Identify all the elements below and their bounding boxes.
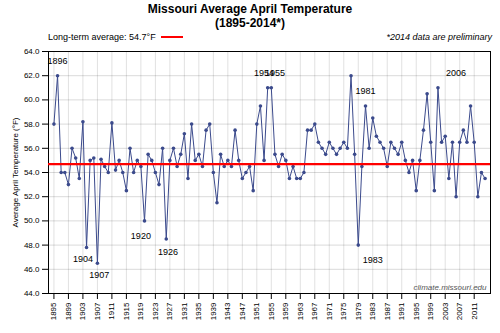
svg-text:2011: 2011	[470, 302, 479, 320]
svg-text:54.0: 54.0	[24, 168, 40, 177]
svg-text:1959: 1959	[281, 302, 290, 320]
svg-text:1979: 1979	[354, 302, 363, 320]
svg-text:48.0: 48.0	[24, 241, 40, 250]
svg-text:50.0: 50.0	[24, 216, 40, 225]
svg-text:1955: 1955	[267, 302, 276, 320]
svg-text:1975: 1975	[339, 302, 348, 320]
svg-text:1919: 1919	[136, 302, 145, 320]
svg-text:58.0: 58.0	[24, 120, 40, 129]
html-text:*2014 data are preliminary: *2014 data are preliminary	[386, 32, 492, 42]
svg-text:1907: 1907	[89, 270, 109, 280]
svg-text:1907: 1907	[93, 302, 102, 320]
svg-text:1999: 1999	[426, 302, 435, 320]
svg-text:1931: 1931	[180, 302, 189, 320]
svg-text:1896: 1896	[48, 56, 68, 66]
svg-text:1991: 1991	[397, 302, 406, 320]
html-text:(1895-2014*): (1895-2014*)	[215, 16, 285, 30]
svg-text:1971: 1971	[325, 302, 334, 320]
svg-text:60.0: 60.0	[24, 95, 40, 104]
svg-text:1903: 1903	[78, 302, 87, 320]
svg-text:1939: 1939	[209, 302, 218, 320]
svg-text:1911: 1911	[107, 302, 116, 320]
svg-text:1915: 1915	[122, 302, 131, 320]
svg-text:1935: 1935	[194, 302, 203, 320]
html-text:Missouri Average April Tempera: Missouri Average April Temperature	[147, 2, 353, 16]
svg-text:1895: 1895	[49, 302, 58, 320]
svg-text:1899: 1899	[64, 302, 73, 320]
svg-text:1927: 1927	[165, 302, 174, 320]
svg-text:climate.missouri.edu: climate.missouri.edu	[414, 283, 487, 292]
svg-text:1981: 1981	[355, 86, 375, 96]
svg-text:1923: 1923	[151, 302, 160, 320]
svg-text:2007: 2007	[455, 302, 464, 320]
svg-text:1963: 1963	[296, 302, 305, 320]
svg-text:64.0: 64.0	[24, 47, 40, 56]
svg-text:1987: 1987	[383, 302, 392, 320]
svg-text:2003: 2003	[441, 302, 450, 320]
svg-text:44.0: 44.0	[24, 289, 40, 298]
svg-text:1904: 1904	[73, 254, 93, 264]
svg-text:46.0: 46.0	[24, 265, 40, 274]
svg-text:1947: 1947	[238, 302, 247, 320]
svg-text:1920: 1920	[131, 231, 151, 241]
svg-text:1983: 1983	[363, 255, 383, 265]
html-text:Long-term average: 54.7°F: Long-term average: 54.7°F	[48, 32, 156, 42]
svg-text:1926: 1926	[158, 247, 178, 257]
svg-text:1967: 1967	[310, 302, 319, 320]
svg-text:1983: 1983	[368, 302, 377, 320]
svg-text:1955: 1955	[265, 68, 285, 78]
svg-text:62.0: 62.0	[24, 71, 40, 80]
svg-text:1995: 1995	[412, 302, 421, 320]
svg-text:Average April Temperature (°F): Average April Temperature (°F)	[11, 117, 20, 227]
svg-text:1943: 1943	[223, 302, 232, 320]
svg-text:2006: 2006	[446, 68, 466, 78]
svg-text:52.0: 52.0	[24, 192, 40, 201]
svg-text:56.0: 56.0	[24, 144, 40, 153]
svg-text:1951: 1951	[252, 302, 261, 320]
